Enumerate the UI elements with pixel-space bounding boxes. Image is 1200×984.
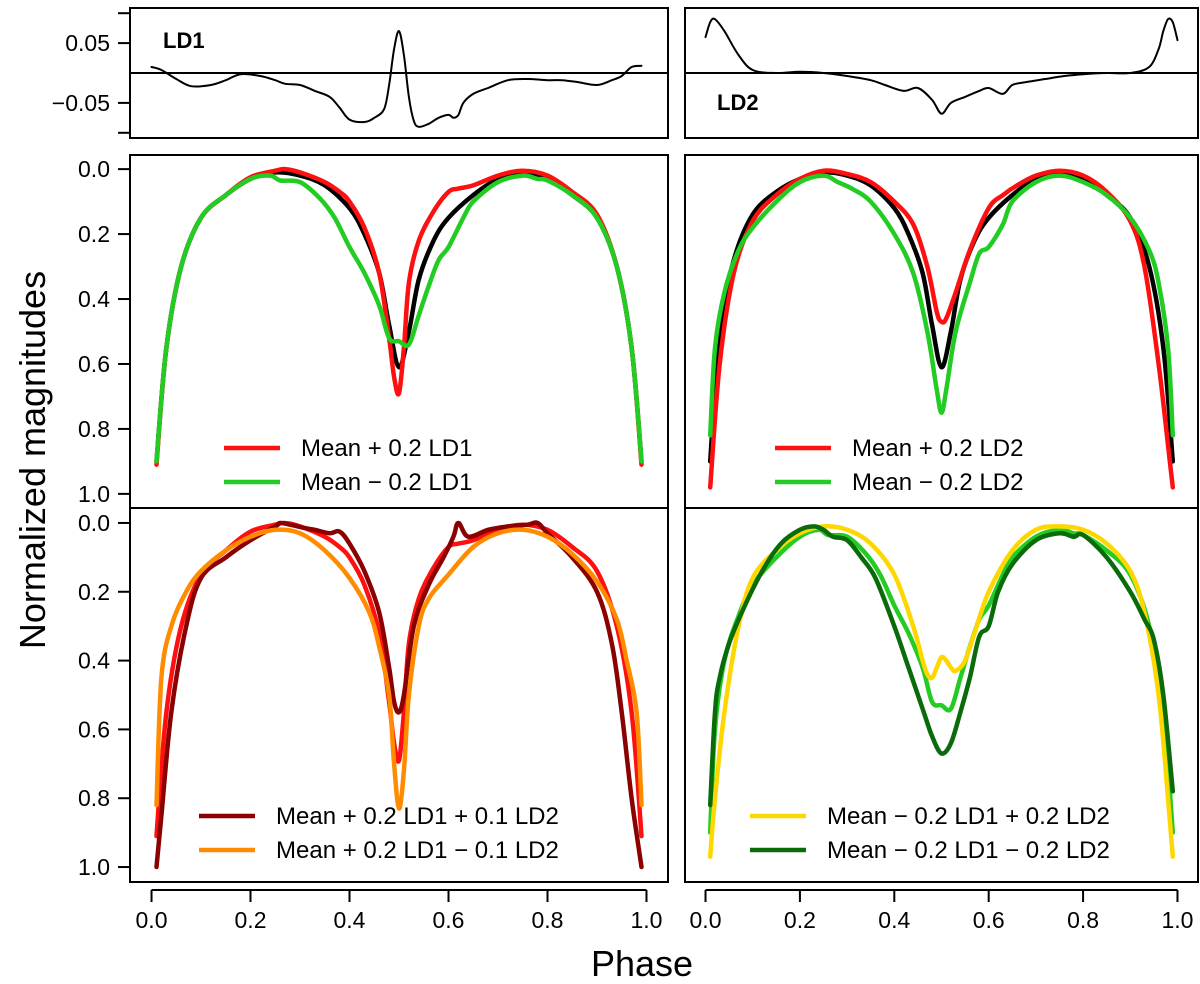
- x-tick-label: 0.2: [784, 907, 816, 933]
- x-tick-label: 0.0: [136, 907, 168, 933]
- y-tick-label: 1.0: [78, 854, 110, 880]
- panel-tag-ld1: LD1: [163, 28, 205, 53]
- y-tick-label: 0.8: [78, 785, 110, 811]
- panel-tag-ld2: LD2: [717, 90, 759, 115]
- y-tick-label: 1.0: [78, 481, 110, 507]
- y-tick-label: 0.8: [78, 416, 110, 442]
- panel-ld2-variations: Mean + 0.2 LD2 Mean − 0.2 LD2: [684, 154, 1199, 509]
- x-tick-label: 0.8: [1067, 907, 1099, 933]
- series-line-ld1-variations-1: [154, 166, 644, 467]
- panels: 0.05 −0.05 LD1 LD2 0.0 0.2 0.4 0.6 0.8 1.0 Mean + …: [52, 7, 1199, 933]
- legend-label: Mean − 0.2 LD2: [852, 469, 1023, 496]
- x-tick-label: 0.4: [334, 907, 366, 933]
- y-tick-label: 0.4: [78, 648, 110, 674]
- series-line-ld1-0: [150, 30, 643, 128]
- series-group: [154, 166, 644, 467]
- y-tick-label: 0.0: [78, 156, 110, 182]
- x-tick-label: 0.6: [433, 907, 465, 933]
- series-group: [704, 17, 1179, 115]
- legend-label: Mean − 0.2 LD1 − 0.2 LD2: [827, 837, 1110, 864]
- series-line-ld2-variations-0: [707, 170, 1176, 464]
- x-tick-label: 0.8: [531, 907, 563, 933]
- x-tick-label: 0.4: [878, 907, 910, 933]
- legend-label: Mean + 0.2 LD2: [852, 435, 1023, 462]
- y-tick-label: 0.2: [78, 579, 110, 605]
- y-tick-label: 0.05: [65, 30, 110, 56]
- plot-frame: [684, 7, 1199, 139]
- x-tick-label: 0.0: [690, 907, 722, 933]
- x-tick-label: 0.6: [973, 907, 1005, 933]
- panel-ld2: LD2: [684, 7, 1199, 139]
- series-line-ld1-minus-combos-2: [707, 524, 1176, 808]
- panel-ld1-plus-combos: 0.0 0.2 0.4 0.6 0.8 1.0 0.0 0.2 0.4 0.6 0.8 1.0 Mean…: [78, 507, 669, 933]
- legend-label: Mean + 0.2 LD1: [301, 435, 472, 462]
- series-line-ld2-variations-2: [707, 173, 1176, 438]
- legend-label: Mean − 0.2 LD1: [301, 469, 472, 496]
- series-line-ld1-plus-combos-0: [154, 520, 644, 839]
- y-tick-label: 0.6: [78, 351, 110, 377]
- legend-label: Mean + 0.2 LD1 − 0.1 LD2: [276, 837, 559, 864]
- series-group: [154, 520, 644, 870]
- legend-label: Mean − 0.2 LD1 + 0.2 LD2: [827, 803, 1110, 830]
- y-tick-label: −0.05: [52, 90, 110, 116]
- x-tick-label: 0.2: [235, 907, 267, 933]
- plot-frame: [129, 507, 669, 883]
- y-tick-label: 0.2: [78, 221, 110, 247]
- series-line-ld1-variations-0: [154, 170, 644, 464]
- series-group: [150, 30, 643, 128]
- panel-ld1: 0.05 −0.05 LD1: [52, 7, 669, 139]
- y-tick-label: 0.4: [78, 286, 110, 312]
- series-line-ld1-plus-combos-1: [154, 520, 644, 870]
- x-tick-label: 1.0: [1161, 907, 1193, 933]
- series-line-ld2-0: [704, 17, 1179, 115]
- plot-frame: [129, 7, 669, 139]
- series-line-ld1-variations-2: [154, 173, 644, 464]
- panel-ld1-minus-combos: 0.0 0.2 0.4 0.6 0.8 1.0 Mean − 0.2 LD1 + 0.2 L…: [684, 507, 1199, 933]
- x-tick-label: 1.0: [630, 907, 662, 933]
- series-line-ld1-plus-combos-2: [154, 527, 644, 811]
- x-axis-label: Phase: [591, 943, 693, 984]
- y-tick-label: 0.6: [78, 716, 110, 742]
- y-axis-label: Normalized magnitudes: [12, 271, 53, 649]
- y-tick-label: 0.0: [78, 510, 110, 536]
- series-group: [707, 524, 1176, 859]
- legend-label: Mean + 0.2 LD1 + 0.1 LD2: [276, 803, 559, 830]
- series-group: [707, 168, 1176, 490]
- series-line-ld1-minus-combos-0: [707, 527, 1176, 835]
- plot-frame: [684, 507, 1199, 883]
- panel-ld1-variations: 0.0 0.2 0.4 0.6 0.8 1.0 Mean + 0.2 LD1 Mean − 0…: [78, 154, 669, 509]
